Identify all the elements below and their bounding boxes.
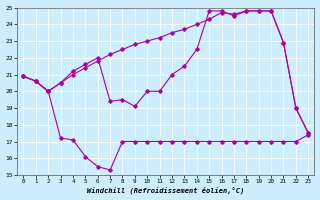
X-axis label: Windchill (Refroidissement éolien,°C): Windchill (Refroidissement éolien,°C) (87, 187, 244, 194)
